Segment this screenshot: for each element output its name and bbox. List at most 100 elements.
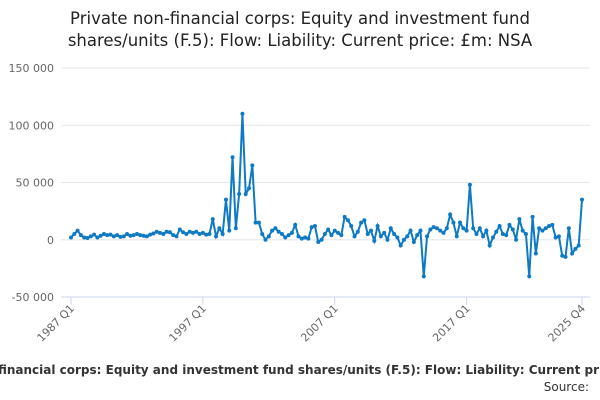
point xyxy=(148,232,153,237)
point xyxy=(490,235,495,240)
point xyxy=(550,222,555,227)
point xyxy=(530,214,535,219)
point xyxy=(296,234,301,239)
point xyxy=(345,218,350,223)
point xyxy=(375,224,380,229)
point xyxy=(101,232,106,237)
y-tick-label: 150 000 xyxy=(9,62,55,75)
point xyxy=(415,233,420,238)
y-tick-label: 100 000 xyxy=(9,119,55,132)
point xyxy=(240,111,245,116)
point xyxy=(184,232,189,237)
point xyxy=(580,197,584,202)
point xyxy=(141,233,146,238)
point xyxy=(319,237,324,242)
point xyxy=(411,240,416,245)
point xyxy=(434,226,439,231)
point xyxy=(273,226,278,231)
point xyxy=(306,236,311,241)
point xyxy=(378,234,383,239)
point xyxy=(527,274,532,279)
y-tick-label: -50 000 xyxy=(12,291,54,304)
point xyxy=(461,226,466,231)
point xyxy=(398,243,403,248)
point xyxy=(174,234,179,239)
point xyxy=(161,232,166,237)
point xyxy=(316,240,321,245)
point xyxy=(88,234,93,239)
point xyxy=(270,228,275,233)
point xyxy=(237,191,242,196)
point xyxy=(448,212,453,217)
point xyxy=(121,234,126,239)
point xyxy=(69,235,73,240)
point xyxy=(556,234,561,239)
point xyxy=(266,234,271,239)
point xyxy=(547,224,552,229)
point xyxy=(115,233,120,238)
point xyxy=(128,233,133,238)
point xyxy=(303,235,308,240)
point xyxy=(85,236,90,241)
x-tick-label: 1997 Q1 xyxy=(166,302,209,345)
point xyxy=(504,233,509,238)
point xyxy=(164,229,169,234)
point xyxy=(105,233,110,238)
point xyxy=(382,230,387,235)
point xyxy=(260,232,265,237)
point xyxy=(576,243,581,248)
point xyxy=(339,233,344,238)
point xyxy=(481,234,486,239)
point xyxy=(250,163,255,168)
point xyxy=(514,237,519,242)
point xyxy=(560,253,565,258)
point xyxy=(329,233,334,238)
point xyxy=(540,228,545,233)
point xyxy=(72,232,77,237)
point xyxy=(425,234,430,239)
point xyxy=(247,186,252,191)
point xyxy=(134,232,139,237)
point xyxy=(553,235,558,240)
point xyxy=(507,222,512,227)
point xyxy=(326,227,331,232)
point xyxy=(223,197,228,202)
point xyxy=(517,217,522,222)
point xyxy=(181,230,186,235)
point xyxy=(210,217,215,222)
point xyxy=(200,230,205,235)
legend-entry: Private non-financial corps: Equity and … xyxy=(0,363,600,377)
point xyxy=(355,229,360,234)
point xyxy=(438,228,443,233)
point xyxy=(405,234,410,239)
point xyxy=(82,235,87,240)
point xyxy=(570,251,575,256)
point xyxy=(75,228,80,233)
point xyxy=(342,214,347,219)
point xyxy=(309,225,314,230)
point xyxy=(78,233,83,238)
point xyxy=(464,228,469,233)
point xyxy=(230,155,235,160)
point xyxy=(369,228,374,233)
point xyxy=(543,226,548,231)
point xyxy=(214,234,219,239)
point xyxy=(458,220,463,225)
point xyxy=(421,274,426,279)
point xyxy=(533,251,538,256)
point xyxy=(299,236,304,241)
point xyxy=(392,232,397,237)
point xyxy=(431,225,436,230)
chart-title: shares/units (F.5): Flow: Liability: Cur… xyxy=(68,31,533,50)
point xyxy=(352,234,357,239)
point xyxy=(95,235,100,240)
point xyxy=(408,228,413,233)
point xyxy=(336,230,341,235)
point xyxy=(220,232,225,237)
point xyxy=(471,226,476,231)
point xyxy=(362,218,367,223)
series-line xyxy=(70,113,583,277)
point xyxy=(227,228,232,233)
point xyxy=(385,237,390,242)
point xyxy=(520,228,525,233)
